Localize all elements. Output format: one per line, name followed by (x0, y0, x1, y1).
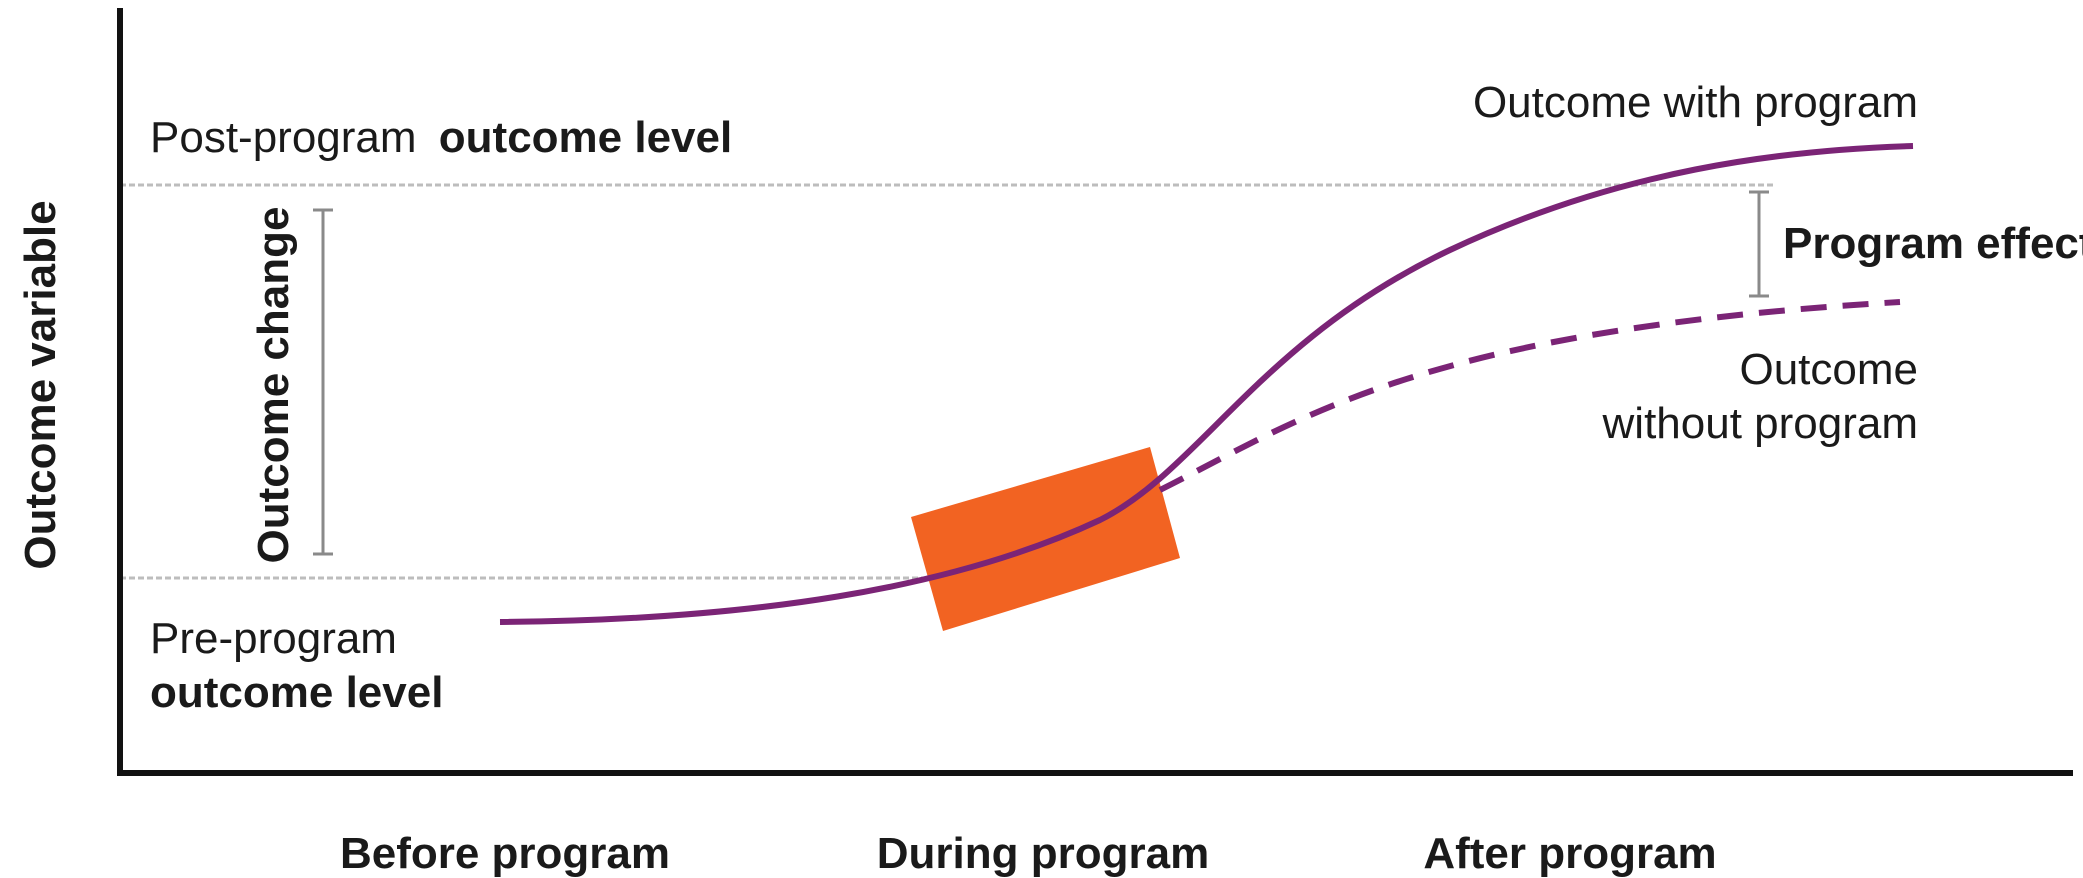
pre-level-label-line1: Pre-program (150, 614, 397, 663)
pre-level-label-line2: outcome level (150, 668, 443, 717)
with-program-label: Outcome with program (1473, 78, 1918, 127)
outcome-change-bracket (313, 208, 333, 556)
x-tick-after-program: After program (1423, 829, 1716, 878)
post-level-prefix: Post-program (150, 113, 417, 162)
program-effect-label: Program effect (1783, 219, 2083, 268)
program-effect-bracket (1749, 190, 1769, 298)
outcome-change-label: Outcome change (249, 207, 298, 564)
outcome-without-program-curve (1158, 299, 1901, 493)
without-program-label-line2: without program (1602, 399, 1918, 448)
program-box (911, 447, 1180, 631)
outcome-with-program-curve (499, 143, 1914, 625)
x-tick-before-program: Before program (340, 829, 670, 878)
post-level-bold: outcome level (439, 113, 732, 162)
without-program-label-line1: Outcome (1739, 345, 1918, 394)
y-axis-title: Outcome variable (16, 200, 65, 569)
post-level-label: Post-program outcome level (150, 113, 732, 162)
x-tick-during-program: During program (877, 829, 1209, 878)
